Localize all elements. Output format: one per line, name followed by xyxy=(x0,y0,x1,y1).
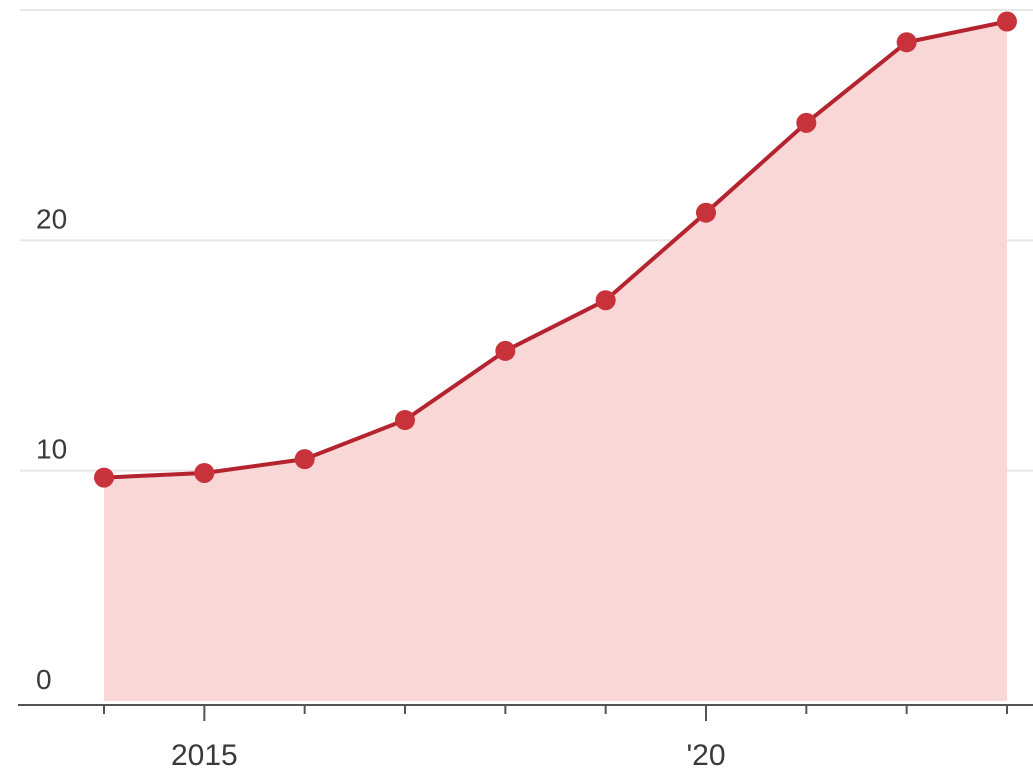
data-point-2019 xyxy=(595,290,616,311)
data-point-2023 xyxy=(997,11,1017,32)
data-point-2014 xyxy=(94,467,114,488)
series-line-path xyxy=(103,19,1008,480)
data-point-2018 xyxy=(495,340,516,361)
data-point-2017 xyxy=(395,409,415,430)
x-tick-label-2020: '20 xyxy=(686,739,725,772)
area-fill xyxy=(104,21,1007,702)
area-fill-series xyxy=(104,21,1007,702)
data-point-2020 xyxy=(696,202,716,223)
data-points xyxy=(94,11,1017,488)
x-axis xyxy=(18,704,1033,721)
y-tick-label-0: 0 xyxy=(36,664,52,695)
data-point-2015 xyxy=(194,462,215,483)
data-point-2016 xyxy=(294,449,315,470)
y-tick-label-10: 10 xyxy=(36,434,67,465)
series-line xyxy=(103,19,1008,480)
y-tick-label-20: 20 xyxy=(36,203,67,234)
x-tick-labels: 2015 '20 xyxy=(171,739,726,772)
data-point-2022 xyxy=(896,32,917,53)
data-point-2021 xyxy=(796,112,817,133)
y-tick-labels: 0 10 20 xyxy=(36,203,67,695)
x-tick-label-2015: 2015 xyxy=(171,739,238,772)
